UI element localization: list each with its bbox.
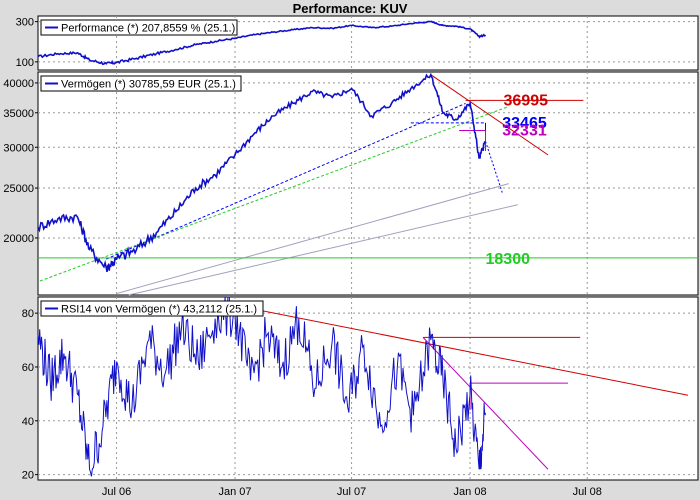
projection-dashed [485,141,503,193]
legend-box [40,300,264,317]
y-tick-label: 80 [22,308,34,320]
x-tick-label: Jul 06 [102,486,131,498]
x-tick-label: Jul 07 [337,486,366,498]
level-label-green: 18300 [486,251,531,268]
y-tick-label: 20000 [3,233,34,245]
legend: Performance (*) 207,8559 % (25.1.) [40,19,238,36]
rsi-trendline-red [247,307,689,396]
y-tick-label: 300 [16,17,34,29]
legend: RSI14 von Vermögen (*) 43,2112 (25.1.) [40,300,264,317]
panel-rsi: Jul 06 Jan 07 Jul 07 Jan 08 Jul 08 80 60 40 20 RS… [22,296,699,498]
plot-area [37,71,699,296]
panel-performance: 300 100 Performance (*) 207,8559 % (25.1.) [16,15,699,71]
legend-box [40,75,242,92]
y-tick-label: 25000 [3,183,34,195]
x-tick-label: Jul 08 [573,486,602,498]
series-line-assets [37,72,487,273]
series-line-rsi [37,296,486,477]
channel-line-grey [116,183,509,295]
series-line-performance [37,20,487,66]
x-tick-label: Jan 08 [454,486,487,498]
y-tick-label: 40000 [3,78,34,90]
level-label-magenta: 32331 [502,123,547,140]
y-tick-label: 35000 [3,108,34,120]
legend-label: Performance (*) 207,8559 % (25.1.) [61,23,235,35]
trendline-green-dashed [39,106,509,282]
panel-assets: 40000 35000 30000 25000 20000 36995 3346532331… [3,71,699,296]
y-tick-label: 20 [22,470,34,482]
y-tick-label: 100 [16,57,34,69]
trendline-blue-dashed [106,102,466,260]
x-tick-label: Jan 07 [219,486,252,498]
legend-label: Vermögen (*) 30785,59 EUR (25.1.) [61,79,236,91]
y-tick-label: 60 [22,362,34,374]
level-label-blue: 33465 [502,115,547,132]
channel-line-grey [128,204,518,296]
rsi-trendline-magenta [422,337,549,470]
legend-box [40,19,238,36]
legend-label: RSI14 von Vermögen (*) 43,2112 (25.1.) [61,304,257,316]
trendline-red [430,74,549,156]
chart-title: Performance: KUV [293,1,408,16]
legend: Vermögen (*) 30785,59 EUR (25.1.) [40,75,242,92]
level-label-red: 36995 [504,92,549,109]
y-tick-label: 30000 [3,142,34,154]
y-tick-label: 40 [22,416,34,428]
